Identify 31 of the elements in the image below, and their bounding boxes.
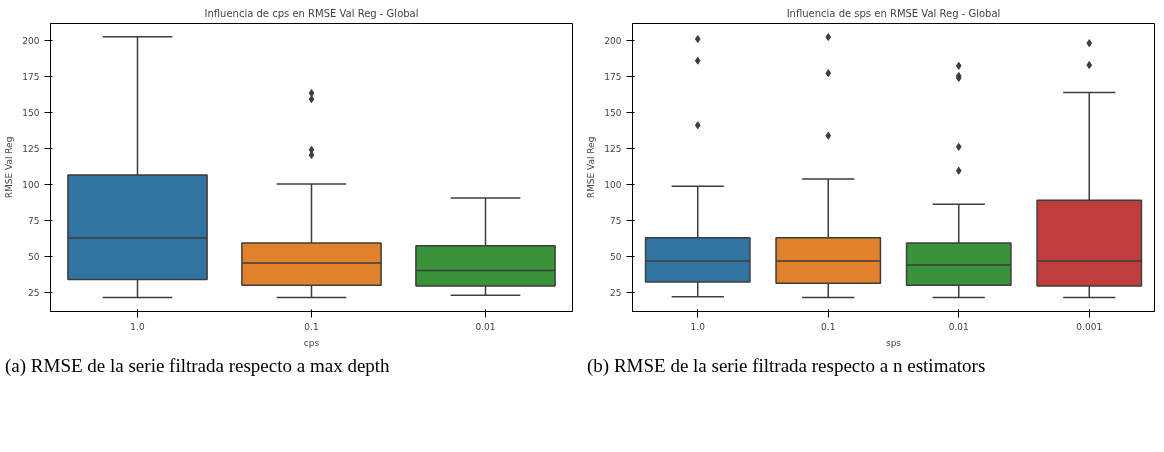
x-tick-label: 0.01 [948,321,969,332]
text: (a) RMSE de la serie filtrada respecto a max depth [5,355,390,378]
y-tick-label: 125 [22,143,40,154]
x-axis-title: sps [885,337,902,348]
y-tick-label: 150 [22,107,40,118]
text: (b) RMSE de la serie filtrada respecto a n estimators [587,355,986,378]
y-axis-title: RMSE Val Reg [4,136,15,199]
x-axis-title: cps [303,337,320,348]
y-tick-label: 100 [22,179,40,190]
y-tick-label: 25 [28,288,40,299]
y-tick-label: 125 [604,143,622,154]
y-tick-label: 25 [610,288,622,299]
y-axis-title: RMSE Val Reg [586,136,597,199]
x-tick-label: 0.001 [1076,321,1103,332]
y-tick-label: 50 [28,252,40,263]
y-tick-label: 75 [28,216,40,227]
chart-title: Influencia de cps en RMSE Val Reg - Global [204,7,419,19]
x-tick-label: 1.0 [690,321,706,332]
y-tick-label: 175 [22,71,40,82]
y-tick-label: 175 [604,71,622,82]
x-tick-label: 0.1 [304,321,319,332]
y-tick-label: 200 [22,35,40,46]
y-tick-label: 100 [604,179,622,190]
y-tick-label: 75 [610,216,622,227]
y-tick-label: 200 [604,35,622,46]
y-tick-label: 150 [604,107,622,118]
y-tick-label: 50 [610,252,622,263]
x-tick-label: 0.01 [475,321,496,332]
chart-title: Influencia de sps en RMSE Val Reg - Global [786,7,1001,19]
x-tick-label: 0.1 [821,321,836,332]
x-tick-label: 1.0 [130,321,145,332]
